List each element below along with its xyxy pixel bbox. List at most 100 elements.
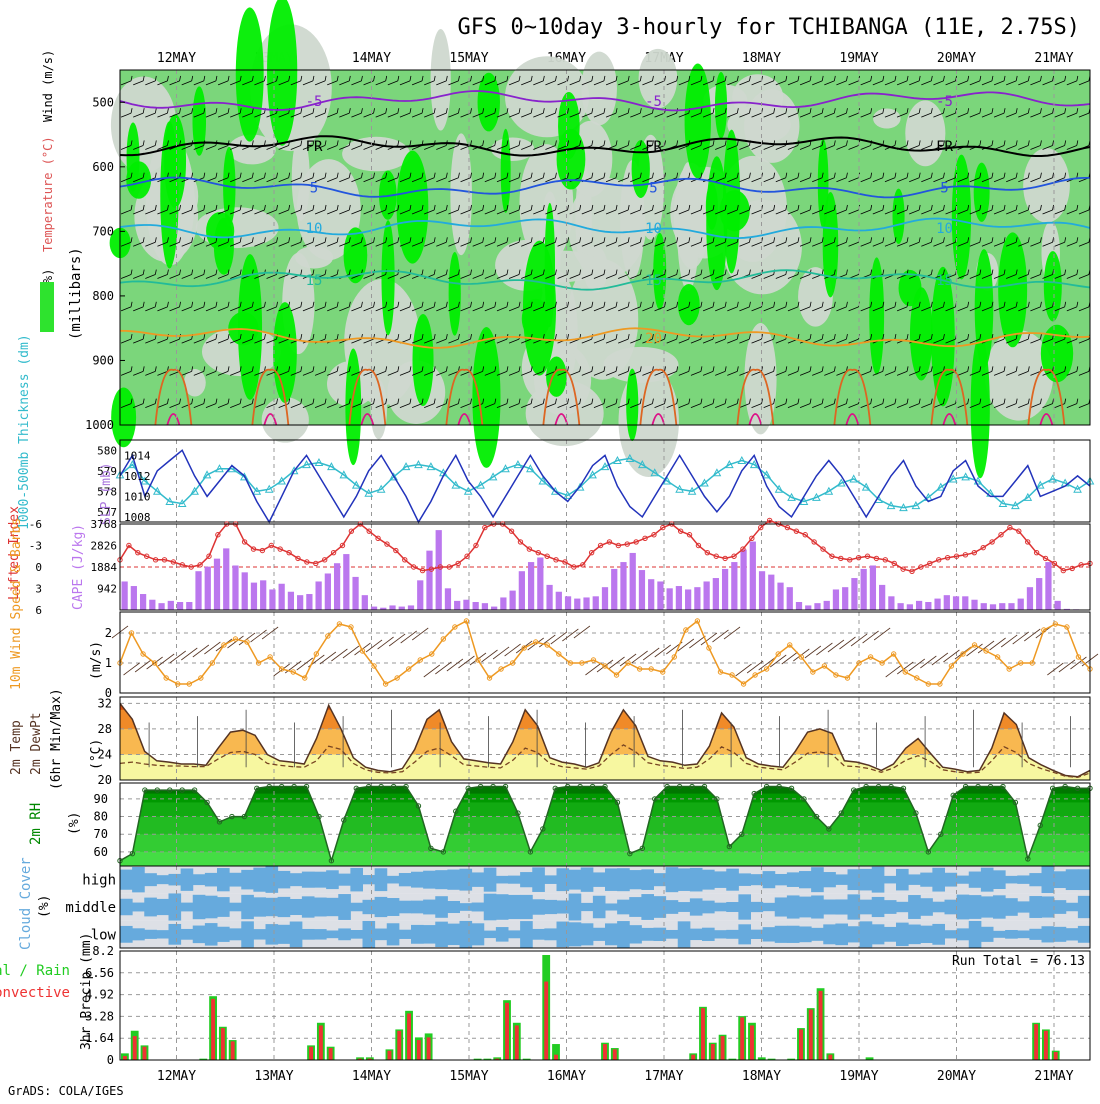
rh-moist-region xyxy=(273,302,297,403)
wind10m-barb xyxy=(874,628,890,640)
cloud-cell xyxy=(666,930,679,939)
cape-bar xyxy=(676,586,682,610)
cloud-cell xyxy=(1017,930,1030,938)
chart-title: GFS 0~10day 3-hourly for TCHIBANGA (11E,… xyxy=(457,15,1080,40)
cape-bar xyxy=(500,597,506,610)
cloud-cell xyxy=(738,873,751,886)
wind10m-barb xyxy=(505,644,521,656)
cloud-cell xyxy=(605,903,618,910)
cape-bar xyxy=(537,558,543,610)
cloud-cell xyxy=(144,898,157,917)
cloud-cell xyxy=(435,896,448,918)
bottom-day-label: 20MAY xyxy=(937,1069,976,1084)
cape-bar xyxy=(833,589,839,610)
cloud-cell xyxy=(193,895,206,919)
temp-tick: 28 xyxy=(98,722,112,736)
cloud-cell xyxy=(423,925,436,944)
li-tick: 6 xyxy=(35,604,42,617)
cloud-cell xyxy=(278,897,291,917)
cloud-cell xyxy=(423,871,436,889)
cloud-cell xyxy=(302,896,315,917)
precip-axis-group: 3hr Precip (mm) xyxy=(79,933,94,1050)
cloud-cell xyxy=(423,900,436,915)
cape-bar xyxy=(787,587,793,610)
top-day-label: 14MAY xyxy=(352,51,391,66)
cape-bar xyxy=(934,599,940,610)
slp-tick: 1010 xyxy=(124,490,151,503)
cloud-cell xyxy=(1078,896,1091,918)
cloud-cell xyxy=(169,893,182,920)
cloud-cell xyxy=(714,903,727,912)
wind10m-barb xyxy=(320,652,336,664)
cloud-cell xyxy=(181,929,194,940)
cloud-cell xyxy=(363,900,376,914)
cloud-cell xyxy=(411,925,424,944)
cloud-cell xyxy=(387,898,400,916)
cape-bar xyxy=(242,572,248,610)
bottom-day-label: 15MAY xyxy=(449,1069,488,1084)
rh-moist-region xyxy=(381,220,394,335)
isotherm-label-fr: FR xyxy=(645,139,662,155)
cape-bar xyxy=(611,569,617,610)
cape-bar xyxy=(491,607,497,610)
cape-bar xyxy=(657,581,663,610)
cloud-cell xyxy=(569,922,582,946)
cloud-cell xyxy=(726,902,739,912)
cape-bar xyxy=(463,600,469,610)
temp-axis-group: 2m Temp xyxy=(9,720,24,775)
cape-bar xyxy=(648,579,654,610)
cape-bar xyxy=(870,565,876,610)
cloud-cell xyxy=(932,868,945,892)
cloud-cell xyxy=(860,869,873,891)
cape-bar xyxy=(759,571,765,610)
cape-bar xyxy=(740,550,746,610)
temp-axis-units: (°C) xyxy=(89,739,104,770)
wind-tick: 1 xyxy=(105,656,112,670)
cape-bar xyxy=(990,604,996,610)
temp-band-28 xyxy=(120,697,1090,729)
cape-bar xyxy=(713,578,719,610)
wind10m-barb xyxy=(366,640,382,652)
precip-convective-bar xyxy=(515,1025,519,1060)
wind10m-barb xyxy=(378,637,394,649)
cloud-cell xyxy=(617,868,630,891)
cloud-cell xyxy=(581,867,594,891)
cloud-cell xyxy=(253,897,266,916)
cloud-cell xyxy=(896,869,909,891)
precip-convective-bar xyxy=(1054,1052,1058,1060)
precip-convective-bar xyxy=(319,1025,323,1060)
cape-bar xyxy=(482,603,488,610)
cloud-cell xyxy=(811,928,824,941)
temp-axis-group-2: 2m DewPt xyxy=(29,712,44,775)
cloud-cell xyxy=(253,929,266,939)
cloud-cell xyxy=(496,927,509,942)
cloud-cell xyxy=(835,899,848,914)
cloud-cell xyxy=(399,873,412,886)
cloud-cell xyxy=(241,870,254,890)
cloud-cell xyxy=(508,876,521,884)
cloud-cell xyxy=(314,872,327,888)
precip-axis-label: 3hr Precip (mm) xyxy=(79,933,94,1050)
cape-bar xyxy=(352,577,358,610)
cape-bar xyxy=(1018,599,1024,610)
cloud-cell xyxy=(799,926,812,942)
rh-moist-region xyxy=(413,314,434,406)
cloud-cell xyxy=(120,899,133,915)
bottom-day-label: 18MAY xyxy=(742,1069,781,1084)
top-day-label: 19MAY xyxy=(839,51,878,66)
cloud-cell xyxy=(908,874,921,884)
cloud-cell xyxy=(338,874,351,886)
cloud-cell xyxy=(969,895,982,919)
cloud-cell xyxy=(484,894,497,921)
cape-bar xyxy=(583,597,589,610)
cape-bar xyxy=(694,587,700,610)
cape-bar xyxy=(408,605,414,610)
cloud-cell xyxy=(908,925,921,945)
wind10m-barb xyxy=(1013,632,1029,644)
cloud-cell xyxy=(387,876,400,884)
cloud-cell xyxy=(496,894,509,920)
cloud-cell xyxy=(981,868,994,892)
cloud-cell xyxy=(326,898,339,916)
thickness-line xyxy=(120,458,1090,507)
cloud-cell xyxy=(520,872,533,887)
